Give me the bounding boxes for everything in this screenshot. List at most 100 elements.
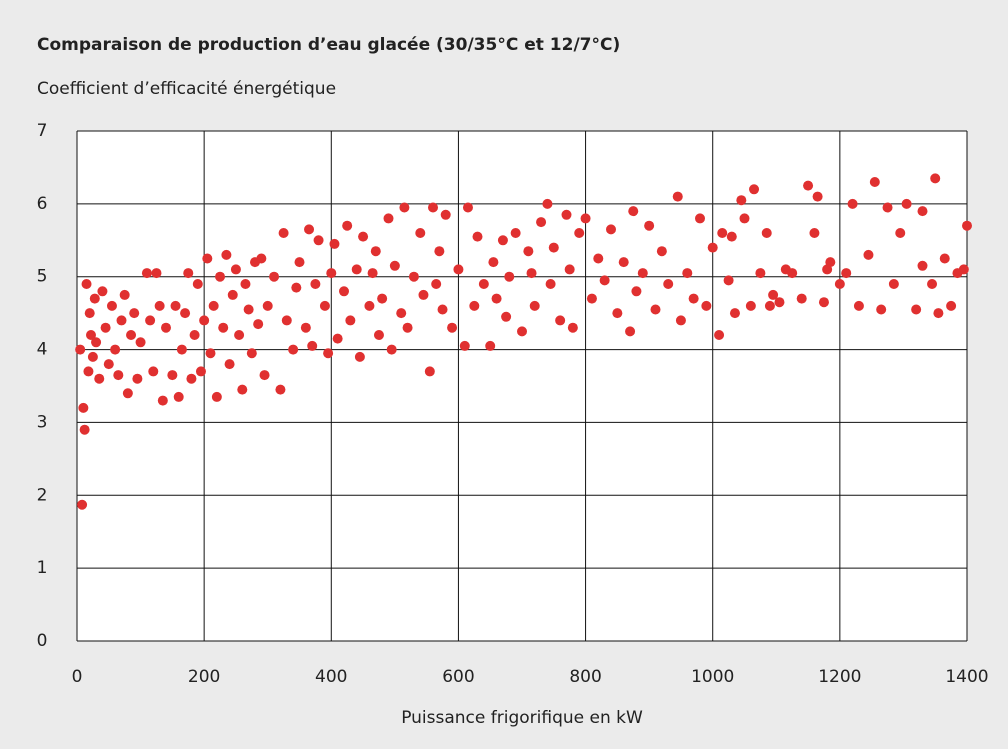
data-point: [755, 268, 766, 279]
data-point: [901, 198, 912, 209]
data-point: [415, 228, 426, 238]
data-point: [78, 402, 89, 413]
data-point: [847, 198, 858, 209]
data-point: [202, 253, 213, 264]
data-point: [313, 235, 324, 246]
data-point: [246, 348, 257, 359]
data-point: [418, 289, 429, 300]
data-point: [774, 297, 785, 308]
data-point: [100, 322, 111, 333]
data-point: [853, 300, 864, 311]
data-point: [218, 322, 229, 333]
data-point: [304, 224, 315, 235]
data-point: [342, 220, 353, 231]
data-point: [745, 300, 756, 311]
data-point: [729, 308, 740, 319]
data-point: [339, 286, 349, 297]
data-point: [77, 499, 88, 510]
data-point: [319, 300, 330, 311]
data-point: [75, 344, 86, 355]
data-point: [402, 322, 413, 333]
data-point: [370, 246, 381, 257]
data-point: [675, 315, 686, 326]
data-point: [262, 300, 273, 311]
data-point: [408, 271, 419, 282]
data-point: [94, 373, 105, 384]
data-point: [259, 370, 270, 381]
data-point: [682, 268, 693, 279]
data-point: [491, 293, 502, 304]
data-point: [269, 271, 280, 282]
data-point: [529, 300, 540, 311]
data-point: [243, 304, 254, 315]
data-point: [234, 330, 245, 340]
data-point: [612, 308, 623, 319]
data-point: [183, 268, 194, 279]
data-point: [462, 202, 473, 213]
data-point: [768, 289, 779, 300]
data-point: [364, 300, 375, 311]
data-point: [580, 213, 591, 224]
data-point: [84, 308, 95, 319]
chart-title: Comparaison de production d’eau glacée (…: [37, 35, 620, 55]
data-point: [89, 293, 100, 304]
data-point: [167, 370, 178, 381]
data-point: [161, 322, 171, 333]
y-tick-label: 3: [37, 412, 48, 432]
data-point: [472, 231, 483, 242]
data-point: [497, 235, 508, 246]
data-point: [714, 330, 725, 340]
data-point: [154, 300, 165, 311]
data-point: [373, 330, 384, 340]
data-point: [917, 206, 928, 217]
data-point: [478, 279, 489, 289]
data-point: [215, 271, 226, 282]
data-point: [221, 249, 232, 260]
data-point: [148, 366, 159, 377]
data-point: [606, 224, 616, 235]
data-point: [869, 177, 880, 187]
data-point: [927, 279, 938, 289]
data-point: [459, 340, 470, 351]
x-tick-label: 0: [72, 667, 83, 687]
data-point: [440, 209, 451, 220]
plot-area: [77, 131, 967, 641]
data-point: [695, 213, 705, 224]
data-point: [106, 300, 117, 311]
data-point: [717, 228, 728, 238]
y-tick-label: 7: [37, 121, 48, 141]
data-point: [701, 300, 712, 311]
y-tick-label: 6: [37, 194, 48, 214]
data-point: [656, 246, 667, 257]
data-point: [809, 228, 820, 238]
data-point: [749, 184, 760, 195]
y-tick-label: 1: [37, 558, 48, 578]
data-point: [564, 264, 575, 275]
x-tick-label: 800: [569, 667, 601, 687]
data-point: [195, 366, 206, 377]
data-point: [278, 228, 289, 238]
data-point: [129, 308, 140, 319]
data-point: [567, 322, 578, 333]
data-point: [113, 370, 124, 381]
data-point: [431, 279, 442, 289]
data-point: [726, 231, 737, 242]
data-point: [644, 220, 655, 231]
data-point: [428, 202, 438, 213]
data-point: [151, 268, 162, 279]
data-point: [818, 297, 829, 308]
x-tick-label: 600: [442, 667, 474, 687]
data-point: [707, 242, 718, 253]
data-point: [796, 293, 807, 304]
data-point: [504, 271, 515, 282]
data-point: [173, 391, 184, 402]
data-point: [739, 213, 750, 224]
data-point: [939, 253, 950, 264]
data-point: [526, 268, 537, 279]
data-point: [688, 293, 699, 304]
y-axis-label: Coefficient d’efficacité énergétique: [37, 79, 336, 99]
data-point: [122, 388, 133, 399]
data-point: [294, 257, 305, 268]
data-point: [307, 340, 318, 351]
